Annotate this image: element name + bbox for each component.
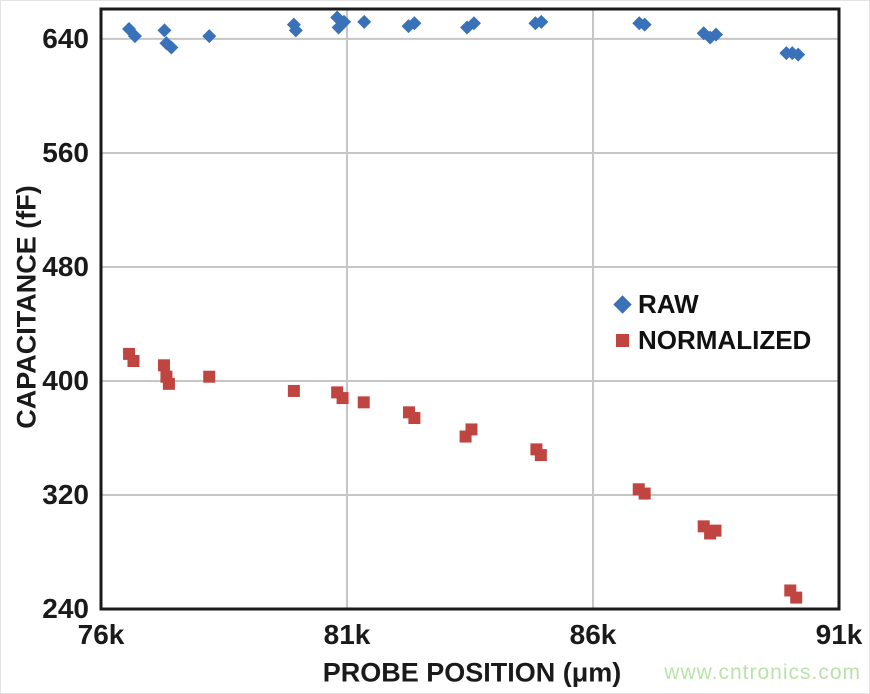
legend: RAW NORMALIZED: [609, 288, 811, 356]
raw-data-point: [157, 23, 172, 38]
watermark: www.cntronics.com: [664, 661, 861, 684]
raw-data-point: [202, 29, 217, 44]
normalized-data-point: [534, 449, 547, 462]
y-tick-label: 640: [42, 22, 89, 54]
normalized-data-point: [287, 384, 300, 397]
y-tick-label: 400: [42, 364, 89, 396]
normalized-data-point: [336, 392, 349, 405]
raw-data-point: [127, 29, 142, 44]
raw-data-point: [122, 21, 137, 36]
normalized-data-point: [465, 423, 478, 436]
plot-border: [99, 7, 841, 611]
normalized-square-icon: [616, 333, 629, 347]
x-tick-label: 81k: [323, 619, 371, 650]
normalized-data-point: [638, 487, 651, 500]
normalized-data-point: [203, 370, 216, 383]
legend-label-raw: RAW: [638, 289, 699, 319]
normalized-data-point: [357, 396, 370, 409]
raw-data-point: [357, 14, 372, 29]
normalized-data-point: [162, 377, 175, 390]
legend-label-normalized: NORMALIZED: [638, 325, 812, 355]
normalized-data-point: [127, 355, 140, 368]
normalized-data-point: [408, 412, 421, 425]
raw-diamond-icon: [613, 294, 632, 314]
x-tick-label: 86k: [569, 619, 617, 650]
y-tick-label: 320: [42, 478, 89, 510]
raw-data-point: [407, 16, 422, 31]
raw-data-point: [466, 16, 481, 31]
normalized-data-point: [709, 524, 722, 537]
x-tick-label: 76k: [77, 619, 125, 650]
raw-data-point: [637, 17, 652, 32]
raw-data-point: [534, 14, 549, 29]
legend-item-raw: RAW: [609, 288, 811, 320]
y-tick-label: 480: [42, 250, 89, 282]
raw-data-point: [791, 47, 806, 62]
x-tick-label: 91k: [815, 619, 863, 650]
x-axis-title: PROBE POSITION (μm): [322, 657, 622, 688]
y-axis-title: CAPACITANCE (fF): [11, 185, 42, 429]
raw-data-point: [709, 27, 723, 42]
raw-data-point: [288, 23, 303, 38]
y-tick-label: 560: [42, 136, 89, 168]
normalized-data-point: [790, 591, 803, 604]
normalized-data-point: [157, 359, 170, 372]
legend-item-normalized: NORMALIZED: [609, 324, 811, 356]
raw-data-point: [164, 40, 179, 55]
y-tick-label: 240: [42, 593, 89, 624]
raw-data-point: [337, 14, 352, 29]
